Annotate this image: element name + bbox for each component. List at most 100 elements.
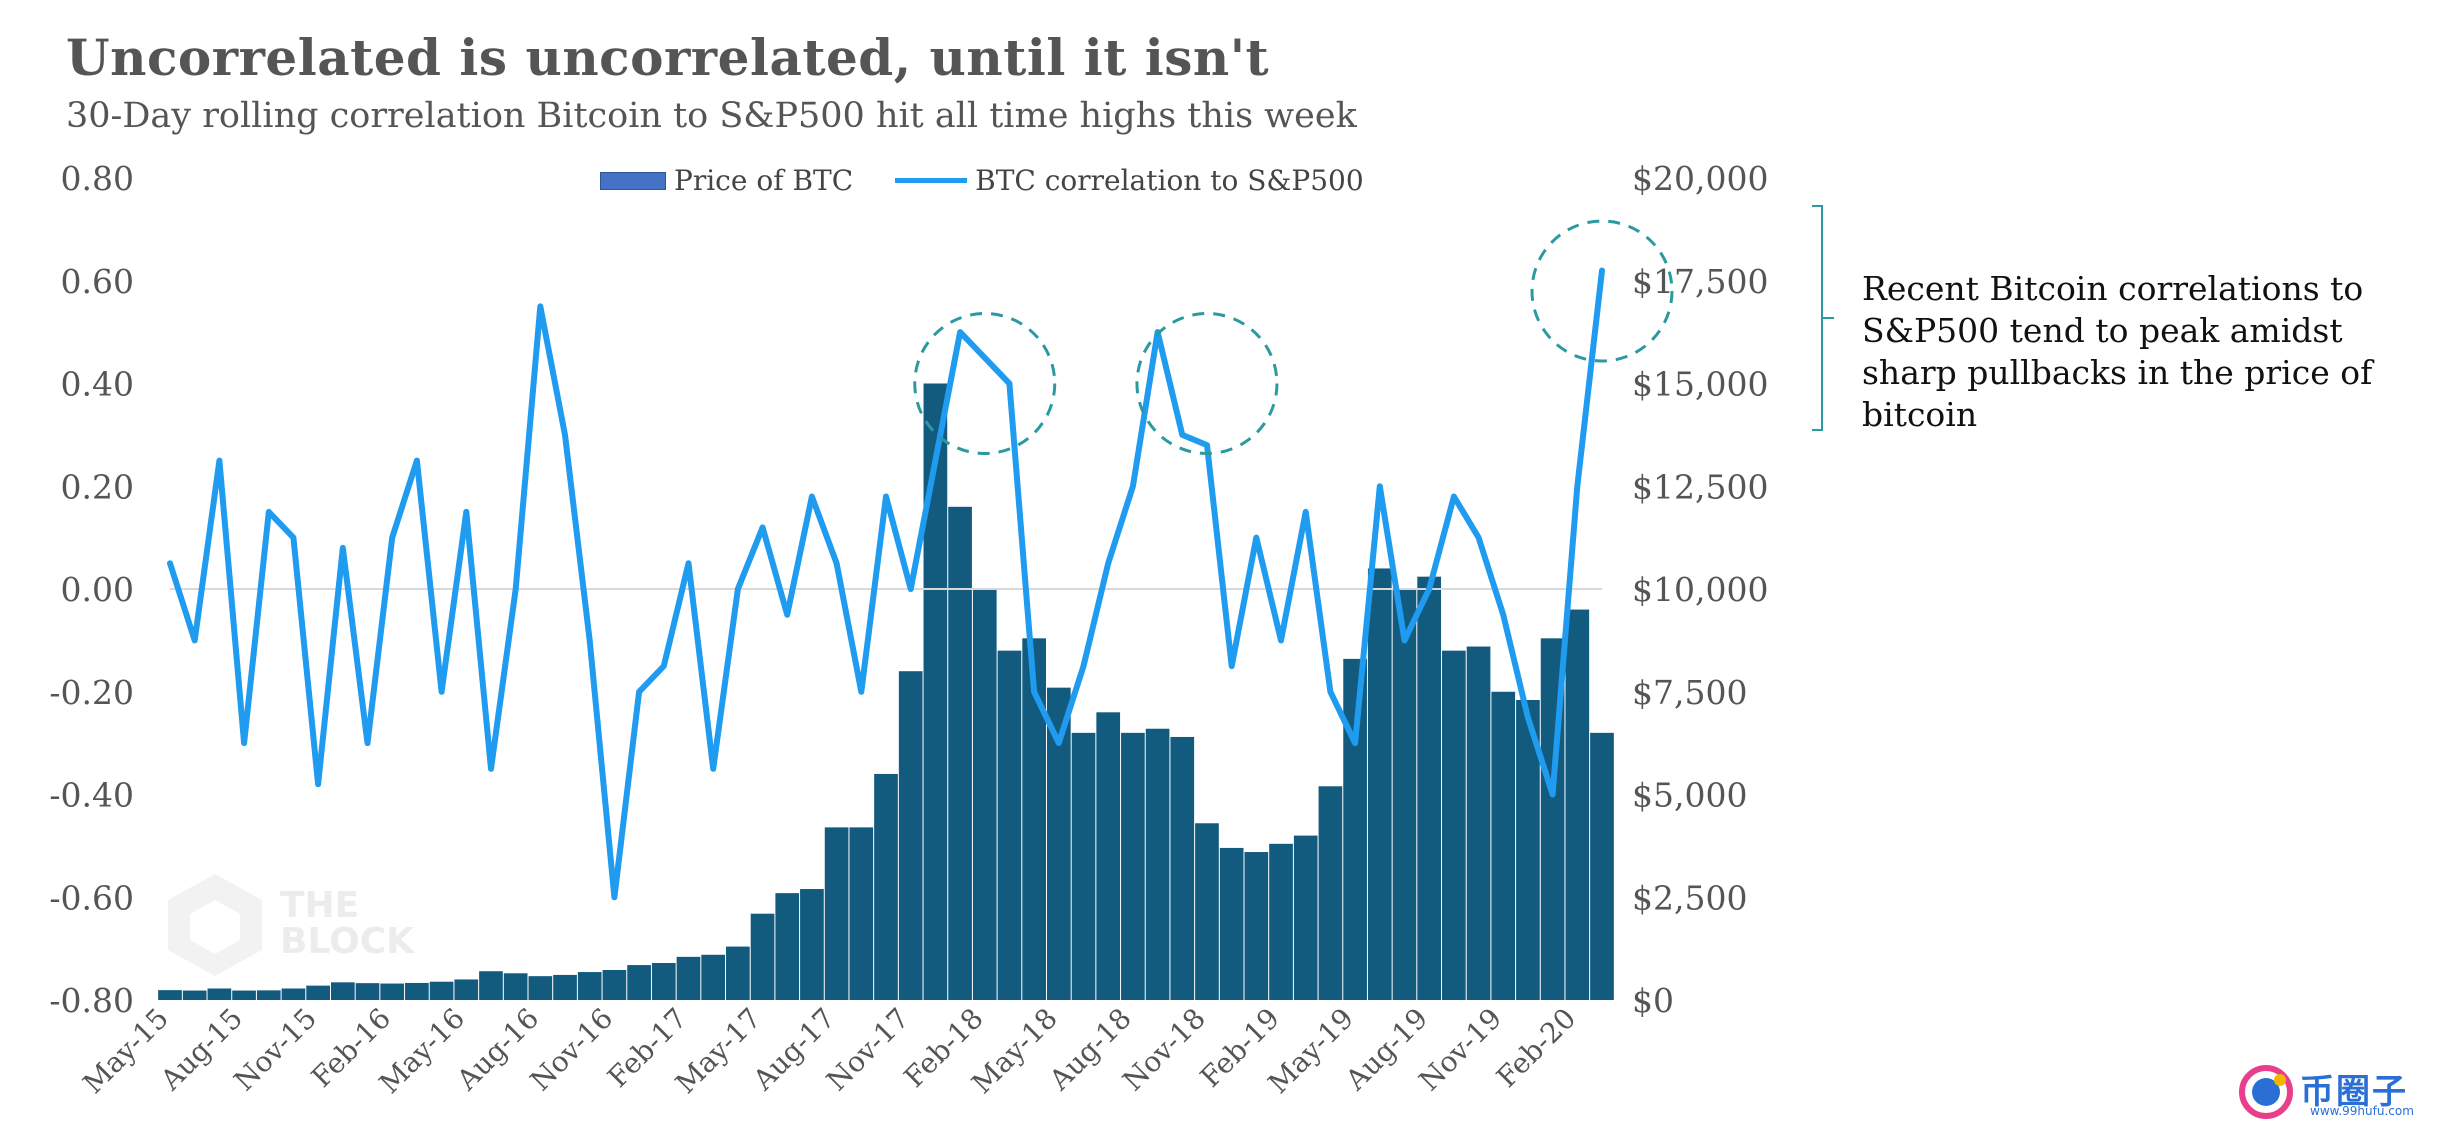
- price-bar: [1367, 568, 1392, 1000]
- price-bar: [1170, 736, 1195, 1000]
- the-block-watermark: THE BLOCK: [160, 870, 414, 984]
- legend-swatch-correlation: [895, 178, 968, 183]
- left-tick-label: -0.60: [49, 878, 134, 917]
- price-bar: [528, 976, 553, 1000]
- left-tick-label: 0.80: [61, 159, 134, 198]
- x-tick-label: Nov-17: [820, 1002, 916, 1098]
- chart-subtitle: 30-Day rolling correlation Bitcoin to S&…: [66, 96, 1357, 136]
- right-tick-label: $0: [1632, 981, 1674, 1020]
- x-tick-label: Aug-15: [153, 1002, 249, 1098]
- price-bar: [256, 990, 281, 1000]
- legend-label-correlation: BTC correlation to S&P500: [975, 164, 1364, 197]
- x-tick-label: Nov-19: [1413, 1002, 1509, 1098]
- x-tick-label: Feb-20: [1490, 1002, 1582, 1094]
- price-bar: [1244, 852, 1269, 1000]
- price-bar: [726, 946, 750, 1000]
- price-bar: [405, 982, 429, 1000]
- right-tick-label: $17,500: [1632, 262, 1768, 301]
- right-tick-label: $5,000: [1632, 776, 1747, 815]
- highlight-circle: [913, 312, 1057, 455]
- price-bar: [1145, 728, 1170, 1000]
- x-tick-label: Aug-17: [746, 1002, 842, 1098]
- left-tick-label: -0.20: [49, 673, 134, 712]
- price-bar: [1195, 823, 1219, 1000]
- price-bar: [676, 956, 701, 1000]
- price-bar: [1121, 732, 1145, 1000]
- price-bar: [1516, 699, 1540, 1000]
- price-bar: [577, 972, 602, 1000]
- price-bar: [701, 954, 726, 1000]
- price-bar: [1442, 650, 1466, 1000]
- price-bar: [1565, 609, 1590, 1000]
- left-axis-ticks: 0.80 0.60 0.40 0.20 0.00 -0.20 -0.40 -0.60 -0.80: [49, 159, 134, 1020]
- annotation-bracket: [1812, 205, 1834, 431]
- price-bar: [750, 913, 775, 1000]
- watermark-text: THE BLOCK: [280, 885, 415, 962]
- price-bar: [824, 827, 849, 1000]
- right-tick-label: $20,000: [1632, 159, 1768, 198]
- price-bar: [1046, 687, 1071, 1000]
- left-tick-label: -0.80: [49, 981, 134, 1020]
- bars-layer: [158, 383, 1614, 1000]
- price-bar: [1417, 576, 1442, 1000]
- price-bar: [479, 971, 503, 1000]
- price-bar: [1466, 646, 1491, 1000]
- price-bar: [355, 983, 380, 1000]
- left-tick-label: 0.60: [61, 262, 134, 301]
- legend-swatch-price: [600, 171, 666, 190]
- brand-subtext: www.99hufu.com: [2310, 1104, 2414, 1118]
- price-bar: [553, 974, 577, 1000]
- price-bar: [898, 671, 923, 1000]
- price-bar: [972, 589, 997, 1000]
- right-tick-label: $12,500: [1632, 467, 1768, 506]
- left-tick-label: 0.00: [61, 570, 134, 609]
- price-bar: [503, 973, 528, 1000]
- x-axis-ticks: May-15Aug-15Nov-15Feb-16May-16Aug-16Nov-…: [76, 1002, 1582, 1100]
- highlight-circle: [1135, 312, 1279, 455]
- price-bar: [1219, 847, 1244, 1000]
- price-bar: [874, 773, 898, 1000]
- chart-title: Uncorrelated is uncorrelated, until it i…: [66, 28, 1270, 87]
- annotation-layer: [913, 219, 1674, 455]
- x-tick-label: Nov-18: [1116, 1002, 1212, 1098]
- right-tick-label: $10,000: [1632, 570, 1768, 609]
- price-bar: [1071, 732, 1096, 1000]
- price-bar: [775, 893, 800, 1000]
- price-bar: [232, 990, 256, 1000]
- price-bar: [207, 988, 232, 1000]
- price-bar: [281, 988, 306, 1000]
- price-bar: [306, 985, 330, 1000]
- x-tick-label: Aug-19: [1338, 1002, 1434, 1098]
- x-tick-label: Aug-18: [1042, 1002, 1138, 1098]
- price-bar: [948, 506, 972, 1000]
- price-bar: [627, 965, 651, 1000]
- price-bar: [182, 990, 207, 1000]
- price-bar: [1491, 691, 1516, 1000]
- price-bar: [158, 990, 182, 1000]
- price-bar: [1096, 712, 1121, 1000]
- right-tick-label: $7,500: [1632, 673, 1747, 712]
- price-bar: [380, 983, 405, 1000]
- price-bar: [923, 383, 948, 1000]
- legend: Price of BTC BTC correlation to S&P500: [600, 164, 1364, 197]
- line-layer: [167, 267, 1605, 901]
- left-tick-label: 0.40: [61, 365, 134, 404]
- price-bar: [429, 981, 454, 1000]
- price-bar: [651, 963, 676, 1000]
- price-bar: [1590, 732, 1614, 1000]
- price-bar: [997, 650, 1022, 1000]
- x-tick-label: Nov-16: [524, 1002, 620, 1098]
- price-bar: [1392, 589, 1417, 1000]
- left-tick-label: 0.20: [61, 467, 134, 506]
- price-bar: [330, 982, 355, 1000]
- price-bar: [1293, 835, 1318, 1000]
- right-tick-label: $2,500: [1632, 878, 1747, 917]
- price-bar: [1022, 638, 1046, 1000]
- price-bar: [800, 889, 824, 1000]
- right-axis-ticks: $20,000 $17,500 $15,000 $12,500 $10,000 $7,50…: [1632, 159, 1768, 1020]
- left-tick-label: -0.40: [49, 776, 134, 815]
- watermark-hexagon-icon: [168, 874, 262, 976]
- brand-logo: 币圈子 www.99hufu.com: [2236, 1062, 2440, 1122]
- price-bar: [1318, 786, 1343, 1000]
